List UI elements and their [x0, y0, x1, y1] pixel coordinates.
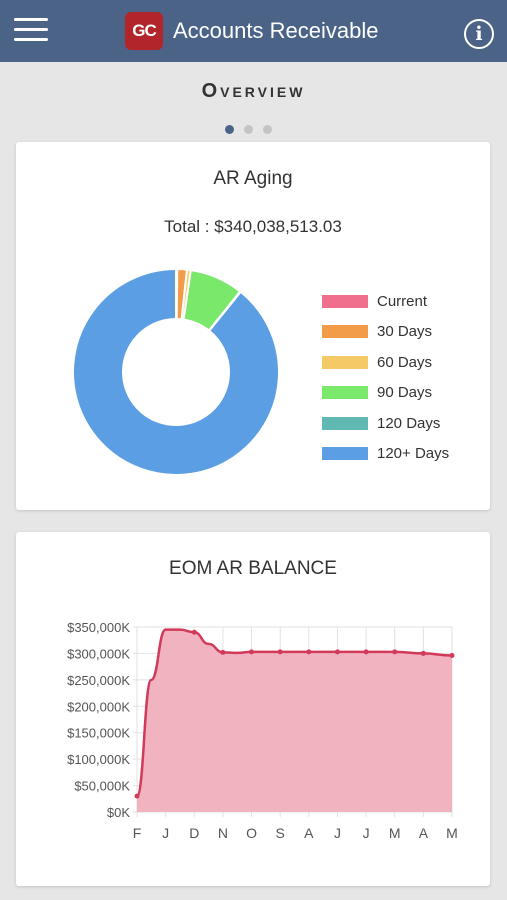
page-title: Accounts Receivable — [173, 18, 379, 43]
legend-item[interactable]: 30 Days — [322, 317, 449, 348]
data-point[interactable] — [420, 650, 426, 656]
x-tick-label: J — [334, 825, 341, 841]
legend-swatch — [322, 416, 368, 430]
data-point[interactable] — [363, 649, 369, 655]
hamburger-menu-icon[interactable] — [14, 18, 48, 46]
ar-aging-legend: Current 30 Days 60 Days 90 Days 120 Days 120+… — [322, 286, 449, 469]
ar-aging-card[interactable]: AR Aging Total : $340,038,513.03 Current… — [16, 142, 490, 510]
page-dot-3[interactable] — [263, 125, 272, 134]
legend-label: Current — [377, 292, 428, 310]
legend-swatch — [322, 447, 368, 461]
ar-aging-total: Total : $340,038,513.03 — [164, 217, 342, 236]
legend-item[interactable]: 120 Days — [322, 408, 449, 439]
x-tick-label: F — [133, 825, 142, 841]
x-tick-label: S — [276, 825, 285, 841]
data-point[interactable] — [220, 649, 226, 655]
donut-slice-120-days[interactable] — [72, 267, 280, 476]
app-header: GC Accounts Receivable i — [0, 0, 507, 62]
eom-ar-balance-title: EOM AR BALANCE — [169, 558, 337, 579]
page-dot-1[interactable] — [225, 125, 234, 134]
y-tick-label: $100,000K — [67, 752, 130, 767]
y-tick-label: $300,000K — [67, 646, 130, 661]
legend-label: 30 Days — [377, 323, 433, 341]
legend-swatch — [322, 325, 368, 339]
page-indicator — [225, 121, 282, 139]
data-point[interactable] — [306, 649, 312, 655]
info-circle-icon[interactable]: i — [464, 19, 494, 49]
legend-label: 120 Days — [377, 414, 441, 432]
legend-label: 90 Days — [377, 384, 433, 402]
eom-ar-balance-area-chart: $0K $50,000K $100,000K $150,000K $200,000K $2… — [67, 620, 458, 841]
legend-item[interactable]: 60 Days — [322, 347, 449, 378]
x-tick-label: O — [246, 825, 257, 841]
ar-aging-donut-chart — [72, 267, 280, 476]
data-point[interactable] — [249, 649, 255, 655]
data-point[interactable] — [277, 649, 283, 655]
x-tick-label: N — [218, 825, 228, 841]
data-point[interactable] — [134, 793, 140, 799]
legend-swatch — [322, 294, 368, 308]
y-tick-label: $50,000K — [74, 779, 130, 794]
x-tick-label: D — [189, 825, 199, 841]
legend-item[interactable]: Current — [322, 286, 449, 317]
y-tick-label: $200,000K — [67, 699, 130, 714]
app-logo: GC — [125, 12, 163, 50]
area-fill — [137, 629, 452, 812]
legend-swatch — [322, 386, 368, 400]
ar-aging-title: AR Aging — [213, 168, 293, 189]
legend-label: 120+ Days — [377, 445, 450, 463]
data-point[interactable] — [191, 629, 197, 635]
legend-item[interactable]: 120+ Days — [322, 439, 449, 470]
x-tick-label: A — [419, 825, 429, 841]
x-tick-label: J — [162, 825, 169, 841]
x-tick-label: J — [363, 825, 370, 841]
legend-item[interactable]: 90 Days — [322, 378, 449, 409]
y-tick-label: $350,000K — [67, 620, 130, 635]
y-tick-label: $150,000K — [67, 726, 130, 741]
y-tick-label: $0K — [107, 805, 130, 820]
eom-ar-balance-card[interactable]: EOM AR BALANCE $0K $50,000K $100,000K $150,… — [16, 532, 490, 886]
x-tick-label: M — [389, 825, 401, 841]
data-point[interactable] — [449, 653, 455, 659]
y-tick-label: $250,000K — [67, 673, 130, 688]
data-point[interactable] — [334, 649, 340, 655]
x-tick-label: M — [446, 825, 458, 841]
page-dot-2[interactable] — [244, 125, 253, 134]
x-tick-label: A — [304, 825, 314, 841]
data-point[interactable] — [392, 649, 398, 655]
balance-line — [135, 628, 453, 798]
legend-swatch — [322, 355, 368, 369]
legend-label: 60 Days — [377, 353, 433, 371]
overview-heading: Overview — [201, 80, 306, 102]
